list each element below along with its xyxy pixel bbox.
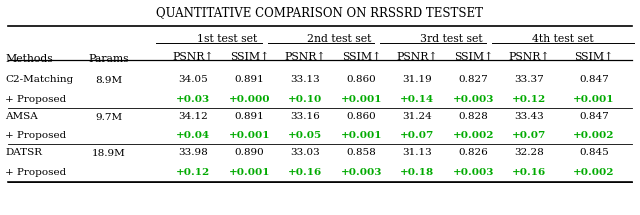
Text: +0.16: +0.16: [512, 168, 547, 177]
Text: 0.828: 0.828: [459, 112, 488, 121]
Text: 0.890: 0.890: [235, 148, 264, 157]
Text: 33.43: 33.43: [515, 112, 544, 121]
Text: SSIM↑: SSIM↑: [342, 52, 381, 62]
Text: 31.19: 31.19: [403, 75, 432, 84]
Text: +0.001: +0.001: [341, 131, 382, 140]
Text: +0.07: +0.07: [512, 131, 547, 140]
Text: +0.03: +0.03: [176, 95, 211, 104]
Text: 3rd test set: 3rd test set: [420, 34, 483, 45]
Text: 18.9M: 18.9M: [92, 149, 125, 158]
Text: +0.10: +0.10: [288, 95, 323, 104]
Text: +0.05: +0.05: [288, 131, 323, 140]
Text: 0.847: 0.847: [579, 75, 609, 84]
Text: +0.18: +0.18: [400, 168, 435, 177]
Text: +0.12: +0.12: [176, 168, 211, 177]
Text: 0.860: 0.860: [347, 75, 376, 84]
Text: +0.14: +0.14: [400, 95, 435, 104]
Text: +0.07: +0.07: [400, 131, 435, 140]
Text: +0.16: +0.16: [288, 168, 323, 177]
Text: 0.860: 0.860: [347, 112, 376, 121]
Text: AMSA: AMSA: [5, 112, 38, 121]
Text: 9.7M: 9.7M: [95, 113, 122, 122]
Text: 34.05: 34.05: [179, 75, 208, 84]
Text: +0.12: +0.12: [512, 95, 547, 104]
Text: 33.03: 33.03: [291, 148, 320, 157]
Text: Methods: Methods: [5, 54, 53, 64]
Text: 0.847: 0.847: [579, 112, 609, 121]
Text: +0.000: +0.000: [229, 95, 270, 104]
Text: 31.24: 31.24: [403, 112, 432, 121]
Text: 0.845: 0.845: [579, 148, 609, 157]
Text: +0.002: +0.002: [573, 131, 614, 140]
Text: + Proposed: + Proposed: [5, 95, 67, 104]
Text: + Proposed: + Proposed: [5, 168, 67, 177]
Text: 31.13: 31.13: [403, 148, 432, 157]
Text: PSNR↑: PSNR↑: [509, 52, 550, 62]
Text: +0.003: +0.003: [341, 168, 382, 177]
Text: 33.98: 33.98: [179, 148, 208, 157]
Text: +0.001: +0.001: [341, 95, 382, 104]
Text: +0.002: +0.002: [573, 168, 614, 177]
Text: +0.001: +0.001: [229, 131, 270, 140]
Text: +0.001: +0.001: [229, 168, 270, 177]
Text: 0.858: 0.858: [347, 148, 376, 157]
Text: +0.04: +0.04: [176, 131, 211, 140]
Text: +0.002: +0.002: [453, 131, 494, 140]
Text: SSIM↑: SSIM↑: [454, 52, 493, 62]
Text: 0.827: 0.827: [459, 75, 488, 84]
Text: 1st test set: 1st test set: [197, 34, 257, 45]
Text: +0.003: +0.003: [453, 95, 494, 104]
Text: 32.28: 32.28: [515, 148, 544, 157]
Text: SSIM↑: SSIM↑: [574, 52, 614, 62]
Text: Params: Params: [88, 54, 129, 64]
Text: 0.891: 0.891: [235, 75, 264, 84]
Text: PSNR↑: PSNR↑: [397, 52, 438, 62]
Text: SSIM↑: SSIM↑: [230, 52, 269, 62]
Text: DATSR: DATSR: [5, 148, 42, 157]
Text: + Proposed: + Proposed: [5, 131, 67, 140]
Text: 4th test set: 4th test set: [532, 34, 594, 45]
Text: C2-Matching: C2-Matching: [5, 75, 74, 84]
Text: 2nd test set: 2nd test set: [307, 34, 371, 45]
Text: 8.9M: 8.9M: [95, 76, 122, 85]
Text: PSNR↑: PSNR↑: [173, 52, 214, 62]
Text: 0.826: 0.826: [459, 148, 488, 157]
Text: +0.003: +0.003: [453, 168, 494, 177]
Text: 33.16: 33.16: [291, 112, 320, 121]
Text: PSNR↑: PSNR↑: [285, 52, 326, 62]
Text: 34.12: 34.12: [179, 112, 208, 121]
Text: +0.001: +0.001: [573, 95, 614, 104]
Text: QUANTITATIVE COMPARISON ON RRSSRD TESTSET: QUANTITATIVE COMPARISON ON RRSSRD TESTSE…: [157, 6, 483, 19]
Text: 0.891: 0.891: [235, 112, 264, 121]
Text: 33.13: 33.13: [291, 75, 320, 84]
Text: 33.37: 33.37: [515, 75, 544, 84]
